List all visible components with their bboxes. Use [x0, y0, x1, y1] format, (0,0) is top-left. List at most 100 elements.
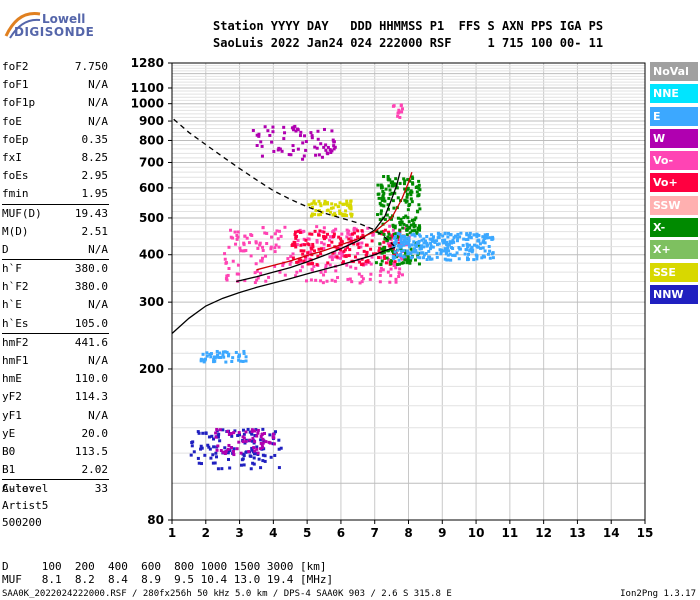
- echo-point: [212, 445, 216, 449]
- echo-point: [328, 255, 332, 259]
- echo-point: [408, 251, 412, 255]
- echo-point: [387, 230, 391, 234]
- echo-point: [380, 259, 384, 263]
- echo-point: [213, 461, 217, 465]
- echo-point: [256, 428, 260, 432]
- echo-point: [391, 184, 395, 188]
- echo-point: [273, 264, 277, 268]
- echo-point: [291, 144, 295, 148]
- echo-point: [334, 203, 338, 207]
- echo-point: [223, 452, 227, 456]
- echo-point: [468, 243, 472, 247]
- echo-point: [277, 245, 281, 249]
- legend-item-e: E: [650, 106, 698, 126]
- echo-point: [286, 257, 290, 261]
- echo-point: [190, 444, 194, 448]
- echo-point: [377, 196, 381, 200]
- echo-point: [396, 232, 400, 236]
- echo-point: [293, 243, 297, 247]
- echo-point: [391, 223, 395, 227]
- echo-point: [317, 153, 321, 157]
- echo-point: [397, 108, 401, 112]
- echo-point: [321, 281, 325, 285]
- echo-point: [389, 262, 393, 266]
- echo-point: [277, 447, 281, 451]
- echo-point: [308, 250, 312, 254]
- echo-point: [396, 196, 400, 200]
- echo-point: [381, 229, 385, 233]
- echo-point: [307, 203, 311, 207]
- echo-point: [290, 244, 294, 248]
- echo-point: [481, 240, 485, 244]
- echo-point: [311, 261, 315, 265]
- echo-point: [450, 245, 454, 249]
- echo-point: [251, 128, 255, 132]
- echo-point: [393, 224, 397, 228]
- echo-point: [422, 245, 426, 249]
- echo-point: [396, 248, 400, 252]
- echo-point: [341, 261, 345, 265]
- param-name: M(D): [2, 224, 29, 238]
- echo-point: [301, 157, 305, 161]
- profile-curve: [236, 172, 401, 283]
- echo-point: [393, 191, 397, 195]
- echo-point: [388, 244, 392, 248]
- echo-point: [362, 249, 366, 253]
- echo-point: [230, 431, 234, 435]
- echo-point: [289, 260, 293, 264]
- echo-point: [242, 463, 246, 467]
- echo-point: [420, 244, 424, 248]
- echo-point: [317, 213, 321, 217]
- echo-point: [202, 358, 206, 362]
- echo-point: [329, 206, 333, 210]
- echo-point: [227, 266, 231, 270]
- echo-point: [233, 230, 237, 234]
- echo-point: [386, 235, 390, 239]
- echo-point: [221, 353, 225, 357]
- echo-point: [387, 184, 391, 188]
- echo-point: [348, 233, 352, 237]
- echo-point: [390, 191, 394, 195]
- echo-point: [302, 259, 306, 263]
- echo-point: [263, 125, 267, 129]
- echo-point: [455, 251, 459, 255]
- echo-point: [214, 435, 218, 439]
- echo-point: [383, 237, 387, 241]
- echo-point: [269, 245, 273, 249]
- echo-point: [379, 209, 383, 213]
- echo-point: [413, 218, 417, 222]
- echo-point: [387, 178, 391, 182]
- echo-point: [325, 151, 329, 155]
- echo-point: [259, 438, 263, 442]
- echo-point: [413, 250, 417, 254]
- param-row-hmf2: hmF2 441.6: [0, 334, 111, 352]
- echo-point: [264, 279, 268, 283]
- echo-point: [294, 274, 298, 278]
- echo-point: [248, 438, 252, 442]
- echo-point: [296, 229, 300, 233]
- echo-point: [255, 278, 259, 282]
- echo-point: [302, 237, 306, 241]
- echo-point: [330, 240, 334, 244]
- echo-point: [237, 354, 241, 358]
- echo-point: [235, 447, 239, 451]
- echo-point: [350, 241, 354, 245]
- echo-point: [207, 435, 211, 439]
- echo-point: [422, 237, 426, 241]
- echo-point: [348, 277, 352, 281]
- echo-point: [409, 189, 413, 193]
- echo-point: [322, 226, 326, 230]
- echo-point: [382, 197, 386, 201]
- echo-point: [224, 261, 228, 265]
- echo-point: [443, 257, 447, 261]
- x-tick-label: 11: [502, 526, 519, 540]
- echo-point: [403, 237, 407, 241]
- echo-point: [315, 146, 319, 150]
- echo-point: [409, 258, 413, 262]
- echo-point: [379, 256, 383, 260]
- echo-point: [265, 231, 269, 235]
- echo-point: [475, 244, 479, 248]
- echo-point: [406, 186, 410, 190]
- echo-point: [422, 253, 426, 257]
- param-row-b0: B0 113.5: [0, 443, 111, 461]
